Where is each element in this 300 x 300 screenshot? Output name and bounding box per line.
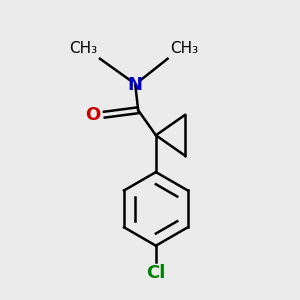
Text: CH₃: CH₃ — [171, 41, 199, 56]
Text: Cl: Cl — [146, 264, 166, 282]
Text: O: O — [85, 106, 101, 124]
Text: N: N — [128, 76, 143, 94]
Text: CH₃: CH₃ — [69, 41, 97, 56]
